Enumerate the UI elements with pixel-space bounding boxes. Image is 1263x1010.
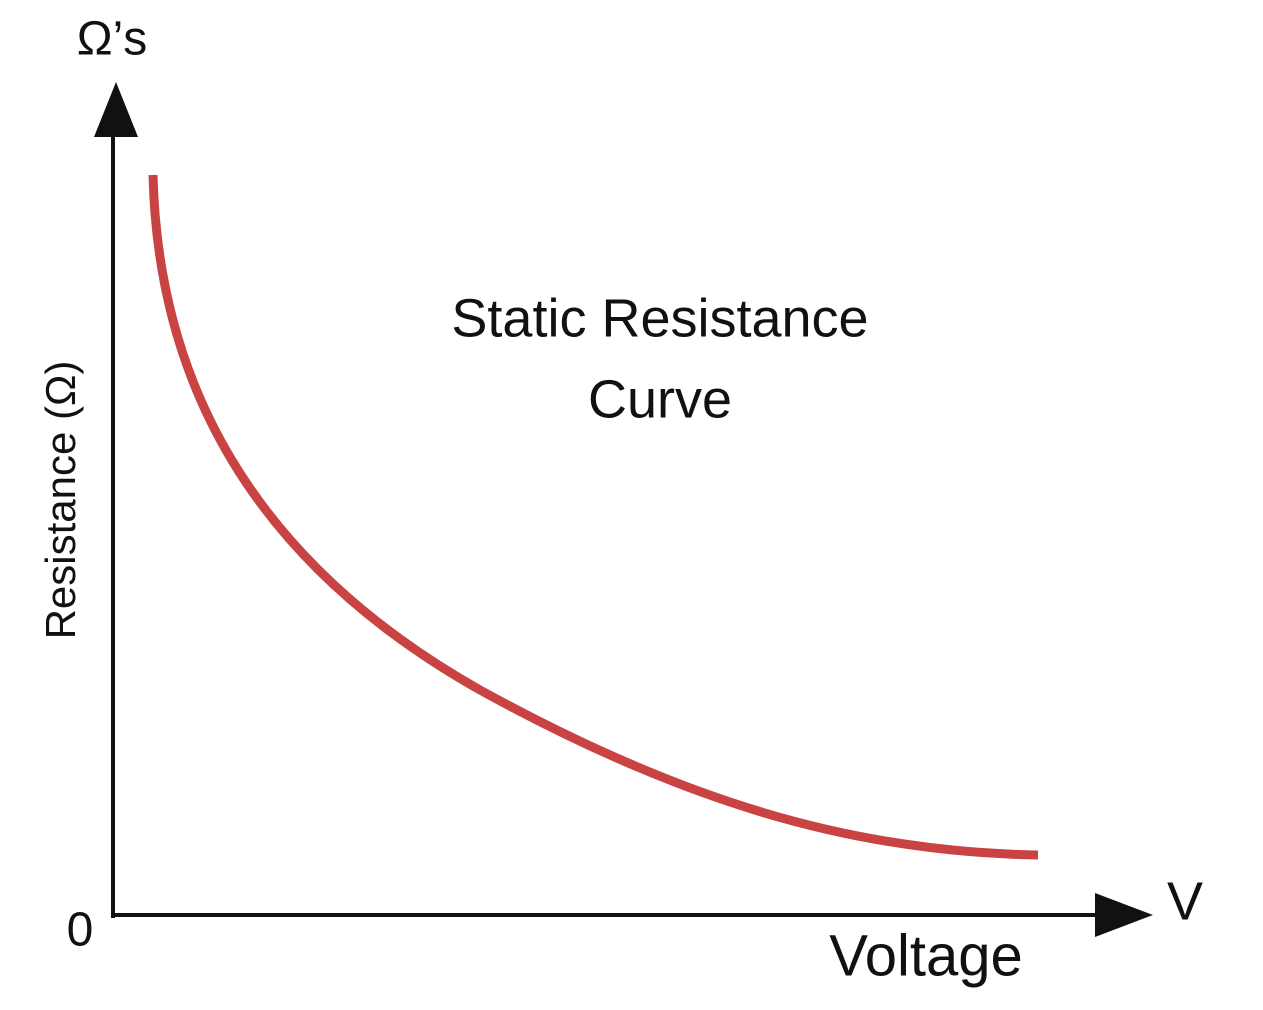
title-line: Static Resistance: [451, 288, 868, 348]
x-axis-arrow: [1095, 893, 1153, 937]
origin-label: 0: [67, 904, 94, 957]
y-axis-unit: Ω’s: [77, 13, 148, 66]
x-axis-unit: V: [1167, 871, 1203, 931]
y-axis-label: Resistance (Ω): [37, 361, 84, 640]
resistance-curve: [148, 174, 1039, 860]
x-axis-label: Voltage: [829, 923, 1023, 988]
y-axis-arrow: [94, 82, 138, 137]
title-line: Curve: [588, 369, 732, 429]
